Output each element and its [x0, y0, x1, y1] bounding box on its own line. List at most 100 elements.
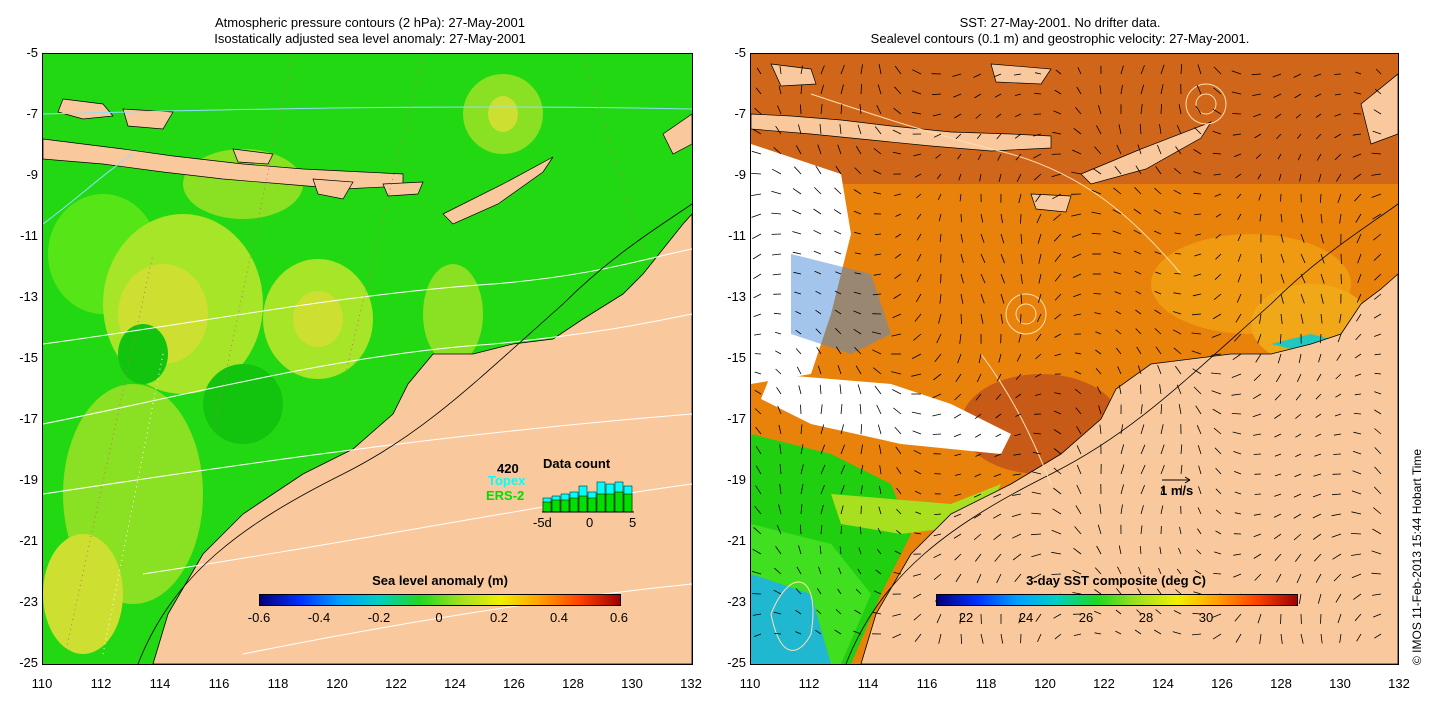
velocity-vector: [816, 346, 822, 355]
velocity-vector: [1312, 513, 1322, 519]
velocity-vector: [1313, 73, 1322, 77]
velocity-vector: [1174, 365, 1182, 375]
velocity-vector: [1315, 113, 1322, 118]
velocity-vector: [813, 229, 822, 235]
right-title-line1: SST: 27-May-2001. No drifter data.: [959, 15, 1161, 30]
velocity-vector: [1351, 490, 1362, 495]
velocity-vector: [894, 253, 902, 259]
y-tick-label: -23: [19, 594, 38, 609]
velocity-vector: [1120, 464, 1125, 475]
velocity-vector: [1235, 313, 1242, 323]
velocity-vector: [980, 233, 985, 243]
velocity-vector: [1156, 588, 1162, 595]
velocity-vector: [820, 484, 825, 495]
velocity-vector: [795, 348, 802, 355]
velocity-vector: [1051, 173, 1062, 178]
velocity-vector: [873, 170, 882, 175]
velocity-vector: [1356, 233, 1362, 244]
colorbar-tick-label: -0.6: [247, 610, 271, 625]
velocity-vector: [1352, 133, 1362, 136]
velocity-vector: [1118, 124, 1122, 135]
velocity-vector: [1192, 313, 1202, 316]
velocity-vector: [1153, 209, 1162, 215]
velocity-vector: [958, 173, 962, 181]
velocity-vector: [936, 173, 942, 180]
velocity-vector: [860, 64, 863, 75]
velocity-vector: [751, 150, 762, 155]
velocity-vector: [932, 113, 942, 117]
velocity-vector: [936, 613, 942, 624]
velocity-vector: [934, 513, 942, 515]
velocity-vector: [1320, 273, 1325, 284]
y-tick-label: -13: [727, 289, 746, 304]
velocity-vector: [1014, 93, 1022, 96]
velocity-vector: [873, 273, 882, 276]
velocity-vector: [1074, 388, 1082, 395]
velocity-vector: [1353, 113, 1362, 115]
velocity-vector: [1016, 173, 1022, 182]
velocity-vector: [860, 424, 863, 435]
velocity-vector: [896, 508, 902, 515]
velocity-vector: [1160, 505, 1164, 515]
velocity-vector: [1293, 73, 1302, 78]
velocity-vector: [834, 290, 842, 295]
velocity-vector: [1113, 271, 1122, 275]
velocity-vector: [1072, 273, 1082, 278]
velocity-vector: [872, 293, 882, 296]
colorbar-tick-label: 0.6: [609, 610, 629, 625]
velocity-vector: [820, 525, 823, 535]
colorbar-tick-label: 28: [1138, 610, 1154, 625]
velocity-vector: [1259, 213, 1262, 222]
velocity-vector: [1138, 566, 1142, 575]
velocity-vector: [834, 328, 842, 335]
velocity-vector: [834, 629, 842, 635]
velocity-vector: [1052, 193, 1062, 200]
velocity-vector: [975, 453, 982, 457]
credit-text: © IMOS 11-Feb-2013 15:44 Hobart Time: [1410, 448, 1424, 665]
velocity-vector: [913, 593, 922, 599]
velocity-vector: [1012, 533, 1022, 539]
velocity-vector: [955, 473, 962, 476]
velocity-vector: [912, 69, 922, 75]
velocity-vector: [996, 573, 1002, 584]
sst-map: [750, 53, 1399, 665]
velocity-vector: [1034, 92, 1042, 95]
x-tick-label: 132: [1388, 676, 1410, 691]
velocity-vector: [1160, 404, 1163, 415]
velocity-vector: [914, 532, 922, 535]
velocity-vector: [1237, 233, 1242, 242]
velocity-vector: [878, 444, 882, 455]
velocity-vector: [1214, 447, 1222, 455]
velocity-vector: [1074, 370, 1082, 375]
velocity-vector: [1274, 433, 1282, 438]
velocity-vector: [1211, 353, 1222, 356]
velocity-vector: [1020, 233, 1023, 244]
velocity-vector: [977, 153, 982, 161]
velocity-vector: [1316, 133, 1322, 140]
velocity-vector: [1374, 466, 1382, 475]
velocity-vector: [1157, 365, 1162, 375]
velocity-vector: [792, 231, 802, 235]
velocity-vector: [1280, 213, 1283, 223]
velocity-vector: [1353, 431, 1362, 435]
velocity-vector: [960, 253, 964, 264]
velocity-vector: [795, 311, 802, 315]
velocity-vector: [1172, 329, 1182, 335]
velocity-vector: [1333, 573, 1342, 582]
velocity-vector: [1337, 333, 1342, 343]
velocity-vector: [1033, 173, 1042, 181]
velocity-vector: [1054, 333, 1062, 338]
velocity-vector: [840, 505, 844, 515]
velocity-vector: [837, 588, 842, 595]
velocity-vector: [798, 124, 802, 135]
velocity-vector: [1099, 424, 1102, 435]
y-tick-label: -19: [19, 472, 38, 487]
velocity-vector: [1180, 464, 1183, 475]
velocity-vector: [1160, 424, 1164, 435]
velocity-vector: [1173, 211, 1182, 215]
y-tick-label: -19: [727, 472, 746, 487]
velocity-vector: [834, 251, 842, 255]
velocity-vector: [1274, 113, 1282, 119]
velocity-vector: [1192, 368, 1202, 375]
x-tick-label: 116: [916, 676, 938, 691]
